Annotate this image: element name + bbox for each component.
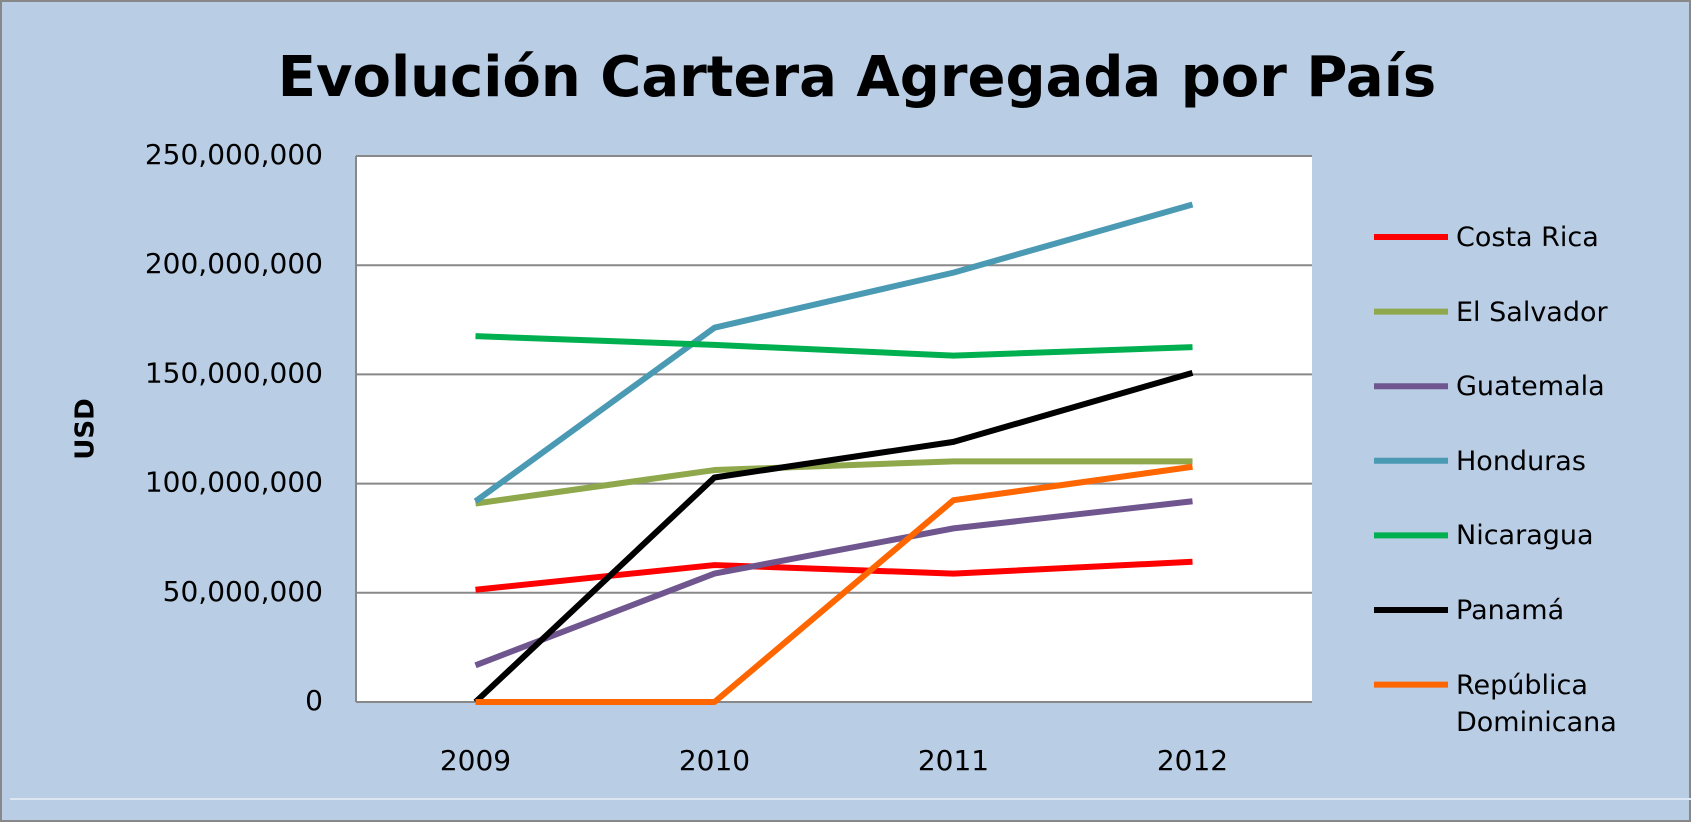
chart-title: Evolución Cartera Agregada por País [278,45,1436,110]
series-line [473,369,1194,705]
series-line [475,458,1193,507]
x-tick-label: 2010 [679,744,750,777]
y-tick-label: 100,000,000 [145,466,323,499]
legend-label: El Salvador [1456,296,1608,328]
x-tick-label: 2009 [440,744,511,777]
legend-label: Costa Rica [1456,222,1599,253]
y-tick-label: 200,000,000 [145,247,323,280]
series-line [475,463,1193,705]
y-axis-label: USD [71,398,101,459]
plot-area [356,156,1312,702]
series-line [475,333,1193,359]
x-tick-label: 2011 [918,744,989,777]
y-tick-label: 250,000,000 [145,138,323,171]
legend-label: República Dominicana [1456,669,1617,738]
legend-label: Honduras [1456,445,1586,477]
y-tick-label: 50,000,000 [163,575,323,608]
x-tick-label: 2012 [1157,744,1228,777]
series-line [475,558,1193,593]
legend-label: Panamá [1456,595,1565,626]
legend-label: Nicaragua [1456,520,1594,552]
y-tick-label: 0 [305,684,323,717]
y-tick-label: 150,000,000 [145,356,323,389]
series-line [473,201,1194,504]
legend-label: Guatemala [1456,371,1605,403]
series-line [474,498,1193,669]
